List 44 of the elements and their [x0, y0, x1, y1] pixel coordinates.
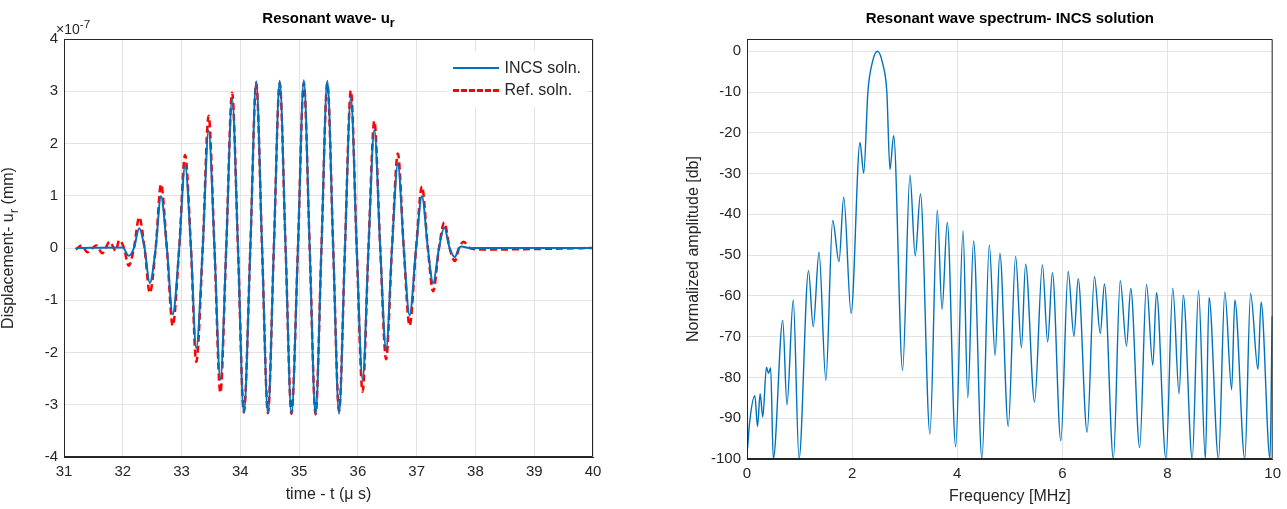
y-tick-label: -70 — [719, 326, 741, 344]
y-tick-label: -60 — [719, 286, 741, 304]
y-tick-label: -4 — [44, 447, 58, 465]
x-tick-label: 35 — [290, 462, 308, 480]
y-tick-label: 2 — [49, 133, 58, 151]
y-tick-label: -3 — [44, 394, 58, 412]
y-tick-label: -20 — [719, 122, 741, 140]
y-axis-title: Normalized amplitude [db] — [684, 156, 702, 342]
x-tick-label: 2 — [847, 464, 857, 482]
x-tick-label: 6 — [1058, 464, 1067, 482]
x-tick-label: 34 — [231, 462, 249, 480]
y-tick-label: -1 — [44, 290, 58, 308]
x-tick-label: 32 — [114, 462, 132, 480]
x-tick-label: 33 — [173, 462, 190, 480]
y-tick-label: -100 — [710, 449, 741, 467]
legend-label: INCS soln. — [504, 59, 581, 77]
x-tick-label: 39 — [525, 462, 543, 480]
x-tick-label: 0 — [742, 464, 752, 482]
x-tick-label: 38 — [467, 462, 484, 480]
text: ×10$^{-7}$ — [56, 17, 91, 37]
x-tick-label: 40 — [584, 462, 602, 480]
y-tick-label: -40 — [719, 204, 741, 222]
y-tick-label: 0 — [49, 238, 58, 256]
x-tick-label: 37 — [408, 462, 426, 480]
x-tick-label: 36 — [349, 462, 367, 480]
y-tick-label: 4 — [49, 29, 58, 47]
y-tick-label: 1 — [49, 185, 58, 203]
chart-title: Resonant wave spectrum- INCS solution — [865, 9, 1155, 26]
y-tick-label: -10 — [719, 82, 741, 100]
x-tick-label: 4 — [953, 464, 962, 482]
y-tick-label: -50 — [719, 245, 741, 263]
y-tick-label: -2 — [44, 342, 58, 360]
legend-label: Ref. soln. — [504, 81, 573, 99]
x-tick-label: 31 — [55, 462, 73, 480]
x-axis-title: Frequency [MHz] — [948, 487, 1071, 505]
y-tick-label: -90 — [719, 408, 741, 426]
y-tick-label: -80 — [719, 367, 741, 385]
chart-title: Resonant wave- u$_{r}$ — [262, 9, 395, 30]
x-tick-label: 8 — [1163, 464, 1172, 482]
y-tick-label: 0 — [732, 41, 741, 59]
y-tick-label: -30 — [719, 163, 741, 181]
x-axis-title: time - t (μ s) — [285, 485, 372, 503]
x-tick-label: 10 — [1264, 464, 1281, 482]
y-tick-label: 3 — [49, 81, 58, 99]
